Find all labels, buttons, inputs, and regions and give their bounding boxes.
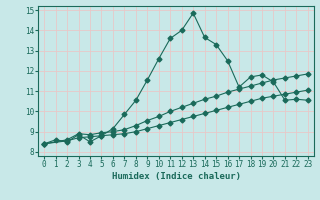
X-axis label: Humidex (Indice chaleur): Humidex (Indice chaleur) — [111, 172, 241, 181]
